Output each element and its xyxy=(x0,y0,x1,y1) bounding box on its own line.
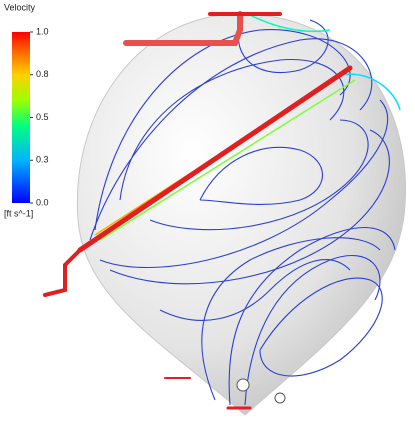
tick-label: 0.0 xyxy=(36,197,49,207)
legend-ticks: 1.0 0.8 0.5 0.3 0.0 xyxy=(30,26,49,207)
tick-label: 0.8 xyxy=(36,69,49,79)
tick-label: 0.3 xyxy=(36,155,49,165)
nozzle xyxy=(236,378,250,392)
legend-title: Velocity xyxy=(4,2,36,12)
vessel xyxy=(76,13,407,416)
nozzle xyxy=(274,392,286,404)
legend-unit: [ft s^-1] xyxy=(4,208,33,218)
pipes xyxy=(43,11,353,410)
colorbar xyxy=(12,32,30,203)
tick-label: 0.5 xyxy=(36,112,49,122)
tick-label: 1.0 xyxy=(36,26,49,36)
